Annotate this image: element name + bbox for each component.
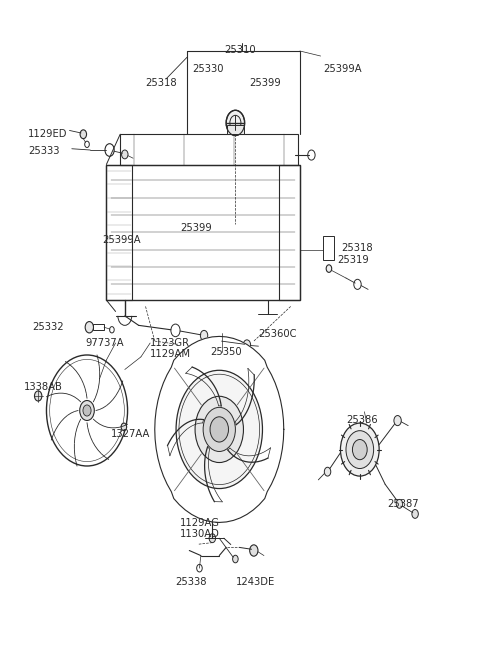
Text: 1130AD: 1130AD [180,529,220,539]
Circle shape [176,371,263,489]
Circle shape [412,510,419,518]
Text: 25310: 25310 [224,45,256,55]
Text: 1338AB: 1338AB [24,382,62,392]
Circle shape [85,321,94,333]
Text: 25399A: 25399A [102,235,140,245]
Circle shape [80,130,86,139]
Text: 1123GR: 1123GR [150,338,190,348]
Bar [120,134,298,164]
Text: 1129AM: 1129AM [150,349,191,359]
Text: 25333: 25333 [28,146,60,156]
Text: 25319: 25319 [337,256,369,265]
Circle shape [340,423,379,476]
Circle shape [80,401,94,420]
Circle shape [394,415,401,426]
Circle shape [121,150,128,159]
Circle shape [226,110,245,135]
Circle shape [210,417,228,442]
Polygon shape [155,336,284,522]
Text: 25318: 25318 [145,78,177,87]
Circle shape [35,391,42,401]
Text: 25399A: 25399A [323,64,361,74]
Text: 25386: 25386 [346,415,378,425]
Text: 25330: 25330 [192,64,224,74]
Text: 25332: 25332 [33,322,64,332]
Circle shape [326,265,332,273]
Bar [94,324,104,330]
Bar [107,164,300,300]
Circle shape [209,533,216,543]
Circle shape [346,431,373,468]
Text: 25387: 25387 [387,499,419,509]
Circle shape [396,499,403,509]
Text: 25399: 25399 [249,78,281,87]
Text: 97737A: 97737A [85,338,124,348]
Circle shape [243,340,251,350]
Bar [323,237,335,260]
Text: 1129AG: 1129AG [180,518,220,528]
Circle shape [195,396,243,463]
Circle shape [324,467,331,476]
Circle shape [233,555,238,563]
Circle shape [250,545,258,556]
Bar [227,125,244,134]
Circle shape [200,330,208,340]
Circle shape [83,405,91,416]
Circle shape [121,423,127,431]
Text: 25360C: 25360C [258,328,297,338]
Text: 25399: 25399 [180,223,212,233]
Text: 25350: 25350 [210,348,241,357]
Circle shape [352,440,367,460]
Text: 1129ED: 1129ED [28,129,68,139]
Bar [279,164,300,300]
Circle shape [203,407,235,451]
Text: 25338: 25338 [176,577,207,587]
Text: 1243DE: 1243DE [235,577,275,587]
Bar [107,164,132,300]
Text: 1327AA: 1327AA [111,430,150,440]
Text: 25318: 25318 [341,243,373,253]
